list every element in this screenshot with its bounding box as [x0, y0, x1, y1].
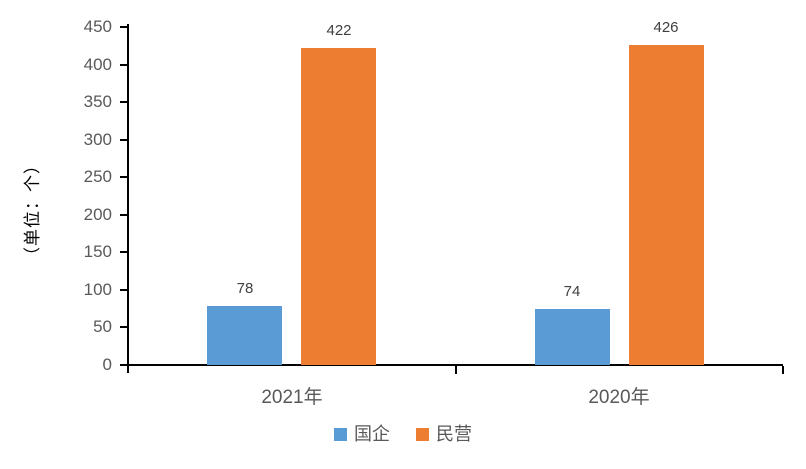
x-tick-mark [455, 366, 457, 374]
value-label: 422 [326, 22, 352, 39]
legend-label: 民营 [436, 424, 472, 444]
legend-label: 国企 [354, 424, 390, 444]
y-tick-label: 400 [83, 54, 112, 74]
bar-国企-2020年 [535, 309, 610, 365]
y-tick-label: 50 [93, 317, 112, 337]
y-tick-mark [120, 101, 128, 104]
y-tick-mark [120, 326, 128, 329]
x-axis-line [120, 364, 783, 366]
value-label: 74 [563, 283, 581, 300]
bar-国企-2021年 [207, 306, 282, 365]
y-tick-mark [120, 138, 128, 141]
y-tick-mark [120, 176, 128, 179]
y-tick-label: 0 [102, 355, 112, 374]
value-label: 426 [653, 19, 679, 36]
y-tick-mark [120, 26, 128, 28]
y-tick-mark [120, 251, 128, 254]
y-tick-label: 300 [83, 129, 112, 149]
y-axis-line [127, 24, 129, 373]
value-label: 78 [236, 280, 254, 297]
y-tick-label: 350 [83, 92, 112, 112]
y-tick-label: 250 [83, 167, 112, 187]
legend-swatch-icon [416, 427, 429, 441]
x-axis-category-label: 2021年 [261, 387, 323, 408]
y-tick-label: 200 [83, 204, 112, 224]
bar-民营-2021年 [301, 48, 376, 365]
y-tick-mark [120, 63, 128, 66]
x-tick-mark [782, 366, 784, 374]
y-tick-label: 100 [83, 279, 112, 299]
bar-民营-2020年 [629, 45, 704, 365]
x-axis-category-label: 2020年 [588, 387, 650, 408]
y-tick-label: 150 [83, 242, 112, 262]
y-tick-mark [120, 288, 128, 291]
legend-item-民营: 民营 [416, 424, 472, 444]
y-tick-label: 450 [83, 17, 112, 36]
y-axis-title: （单位：个） [23, 156, 42, 264]
legend-swatch-icon [334, 427, 347, 441]
legend: 国企 民营 [0, 424, 806, 444]
y-tick-mark [120, 213, 128, 216]
legend-item-国企: 国企 [334, 424, 390, 444]
